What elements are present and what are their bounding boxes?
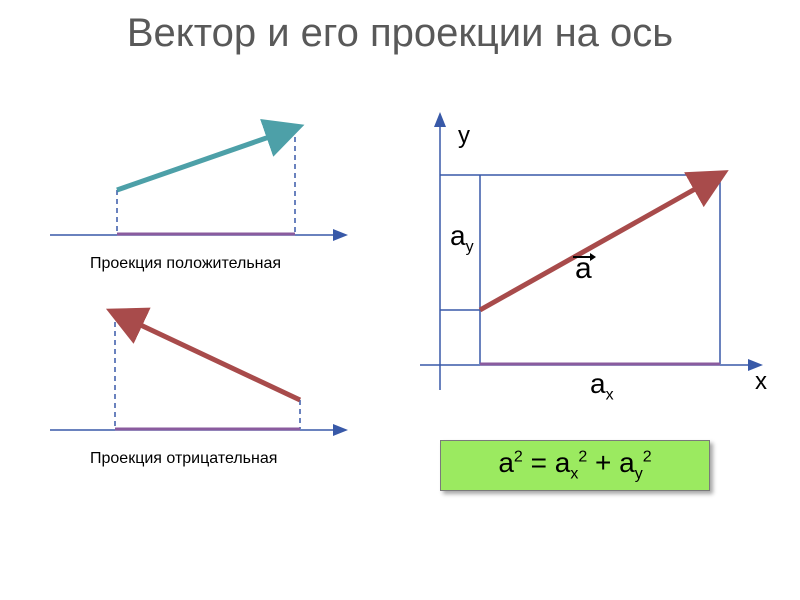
f-a-sq: 2 [514, 449, 523, 466]
f-eq: = [523, 447, 555, 478]
f-ay-sub: y [635, 466, 643, 483]
positive-caption: Проекция положительная [90, 255, 281, 273]
f-ay-sup: 2 [643, 449, 652, 466]
f-plus: + [587, 447, 619, 478]
ax-sub: x [606, 387, 614, 404]
ax-label: ax [590, 368, 614, 405]
f-a: a [498, 447, 514, 478]
comp-vector [480, 175, 720, 310]
ay-sub: y [466, 239, 474, 256]
y-axis-label: y [458, 122, 470, 150]
f-ay-a: a [619, 447, 635, 478]
f-ax-sup: 2 [578, 449, 587, 466]
pos-vector [117, 128, 295, 190]
ay-base: a [450, 220, 466, 251]
negative-caption: Проекция отрицательная [90, 450, 277, 468]
f-ax-sub: x [570, 466, 578, 483]
x-axis-label: x [755, 368, 767, 396]
neg-vector [115, 313, 300, 400]
formula-box: a2 = ax2 + ay2 [440, 440, 710, 491]
ay-label: ay [450, 220, 474, 257]
ax-base: a [590, 368, 606, 399]
vec-label: a [575, 252, 592, 286]
positive-projection-diagram [0, 0, 800, 600]
f-ax-a: a [555, 447, 571, 478]
